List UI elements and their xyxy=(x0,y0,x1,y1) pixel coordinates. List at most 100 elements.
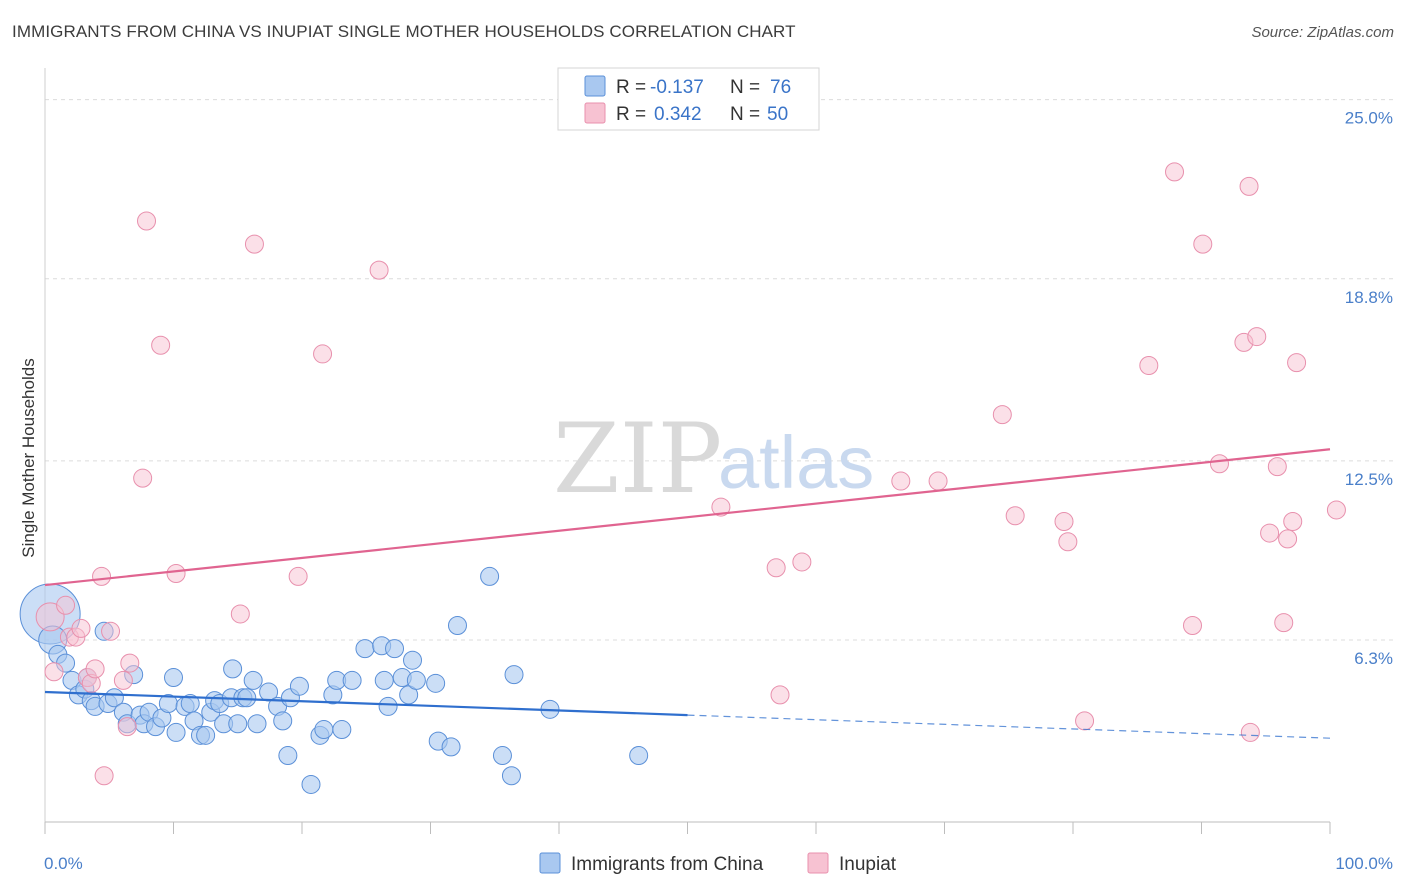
watermark: ZIP atlas xyxy=(553,403,874,515)
inupiat-point-23 xyxy=(369,260,389,280)
inupiat-point-43 xyxy=(1247,327,1267,347)
legend-swatch-china-bottom xyxy=(539,852,561,874)
inupiat-point-18 xyxy=(166,564,186,584)
china-point-35 xyxy=(228,714,248,734)
y-tick-label-0: 6.3% xyxy=(1354,649,1393,668)
source-label: Source: ZipAtlas.com xyxy=(1251,24,1394,41)
china-point-61 xyxy=(406,670,426,690)
watermark-atlas: atlas xyxy=(718,421,874,504)
china-point-53 xyxy=(355,639,375,659)
china-point-56 xyxy=(378,696,398,716)
inupiat-point-30 xyxy=(992,405,1012,425)
china-point-39 xyxy=(247,714,267,734)
china-point-48 xyxy=(314,720,334,740)
legend-n-value-inupiat: 50 xyxy=(767,104,788,125)
china-point-55 xyxy=(374,670,394,690)
legend-n-label-inupiat: N = xyxy=(730,104,760,125)
inupiat-point-37 xyxy=(1183,616,1203,636)
china-point-46 xyxy=(301,774,321,794)
inupiat-point-13 xyxy=(117,717,137,737)
inupiat-point-44 xyxy=(1260,523,1280,543)
inupiat-point-10 xyxy=(94,766,114,786)
china-point-37 xyxy=(237,688,257,708)
inupiat-point-17 xyxy=(151,335,171,355)
legend-swatch-inupiat-bottom xyxy=(807,852,829,874)
china-point-23 xyxy=(166,722,186,742)
inupiat-point-0 xyxy=(35,602,65,632)
series-inupiat xyxy=(35,162,1346,786)
legend-r-label-inupiat: R = xyxy=(616,104,646,125)
china-point-64 xyxy=(441,737,461,757)
inupiat-point-39 xyxy=(1209,454,1229,474)
inupiat-point-38 xyxy=(1193,234,1213,254)
inupiat-point-11 xyxy=(101,621,121,641)
inupiat-point-36 xyxy=(1165,162,1185,182)
inupiat-point-26 xyxy=(766,558,786,578)
y-tick-label-3: 25.0% xyxy=(1345,109,1393,128)
china-point-62 xyxy=(426,673,446,693)
inupiat-point-46 xyxy=(1274,613,1294,633)
inupiat-point-15 xyxy=(133,468,153,488)
legend-swatch-inupiat xyxy=(584,102,606,124)
inupiat-point-27 xyxy=(792,552,812,572)
trend-line-inupiat xyxy=(44,448,1331,587)
china-point-57 xyxy=(385,639,405,659)
trend-line-china-extrapolated xyxy=(687,714,1331,739)
legend-n-value-china: 76 xyxy=(770,77,791,98)
china-point-65 xyxy=(447,616,467,636)
y-tick-label-1: 12.5% xyxy=(1345,470,1393,489)
china-point-28 xyxy=(196,725,216,745)
inupiat-point-33 xyxy=(1058,532,1078,552)
china-point-67 xyxy=(492,746,512,766)
inupiat-point-16 xyxy=(137,211,157,231)
inupiat-point-48 xyxy=(1283,512,1303,532)
legend-n-label-china: N = xyxy=(730,77,760,98)
trend-line-china xyxy=(44,690,688,717)
y-tick-labels: 6.3% 12.5% 18.8% 25.0% xyxy=(1345,109,1393,668)
china-point-66 xyxy=(480,566,500,586)
inupiat-point-9 xyxy=(92,566,112,586)
gridlines xyxy=(45,99,1393,641)
inupiat-point-2 xyxy=(56,595,76,615)
inupiat-point-20 xyxy=(244,234,264,254)
china-point-38 xyxy=(243,670,263,690)
chart-title: IMMIGRANTS FROM CHINA VS INUPIAT SINGLE … xyxy=(12,22,796,41)
legend-r-value-inupiat: 0.342 xyxy=(654,104,702,125)
china-point-34 xyxy=(223,659,243,679)
inupiat-point-35 xyxy=(1139,355,1159,375)
axes xyxy=(44,68,1331,834)
china-point-68 xyxy=(501,766,521,786)
legend-label-inupiat: Inupiat xyxy=(839,854,897,875)
inupiat-point-22 xyxy=(313,344,333,364)
china-point-69 xyxy=(504,665,524,685)
inupiat-point-31 xyxy=(1005,506,1025,526)
inupiat-point-42 xyxy=(1240,722,1260,742)
china-point-52 xyxy=(342,670,362,690)
china-point-71 xyxy=(629,746,649,766)
legend-r-value-china: -0.137 xyxy=(650,77,704,98)
china-point-60 xyxy=(403,650,423,670)
legend-r-label-china: R = xyxy=(616,77,646,98)
china-point-51 xyxy=(332,720,352,740)
inupiat-point-28 xyxy=(891,471,911,491)
trend-lines xyxy=(44,448,1331,739)
inupiat-point-21 xyxy=(288,566,308,586)
china-point-45 xyxy=(289,676,309,696)
correlation-legend: R = -0.137 N = 76 R = 0.342 N = 50 xyxy=(557,67,820,131)
china-point-22 xyxy=(164,668,183,688)
inupiat-point-29 xyxy=(928,471,948,491)
y-tick-label-2: 18.8% xyxy=(1345,288,1393,307)
inupiat-point-5 xyxy=(71,618,91,638)
inupiat-point-41 xyxy=(1239,176,1259,196)
inupiat-point-24 xyxy=(711,497,731,517)
inupiat-point-47 xyxy=(1278,529,1298,549)
series-legend: Immigrants from China Inupiat xyxy=(539,852,897,875)
inupiat-point-45 xyxy=(1267,457,1287,477)
legend-label-china: Immigrants from China xyxy=(571,854,764,875)
inupiat-point-1 xyxy=(44,662,64,682)
inupiat-point-50 xyxy=(1326,500,1346,520)
inupiat-point-32 xyxy=(1054,512,1074,532)
inupiat-point-8 xyxy=(85,659,105,679)
legend-swatch-china xyxy=(584,75,606,97)
inupiat-point-14 xyxy=(120,653,140,673)
